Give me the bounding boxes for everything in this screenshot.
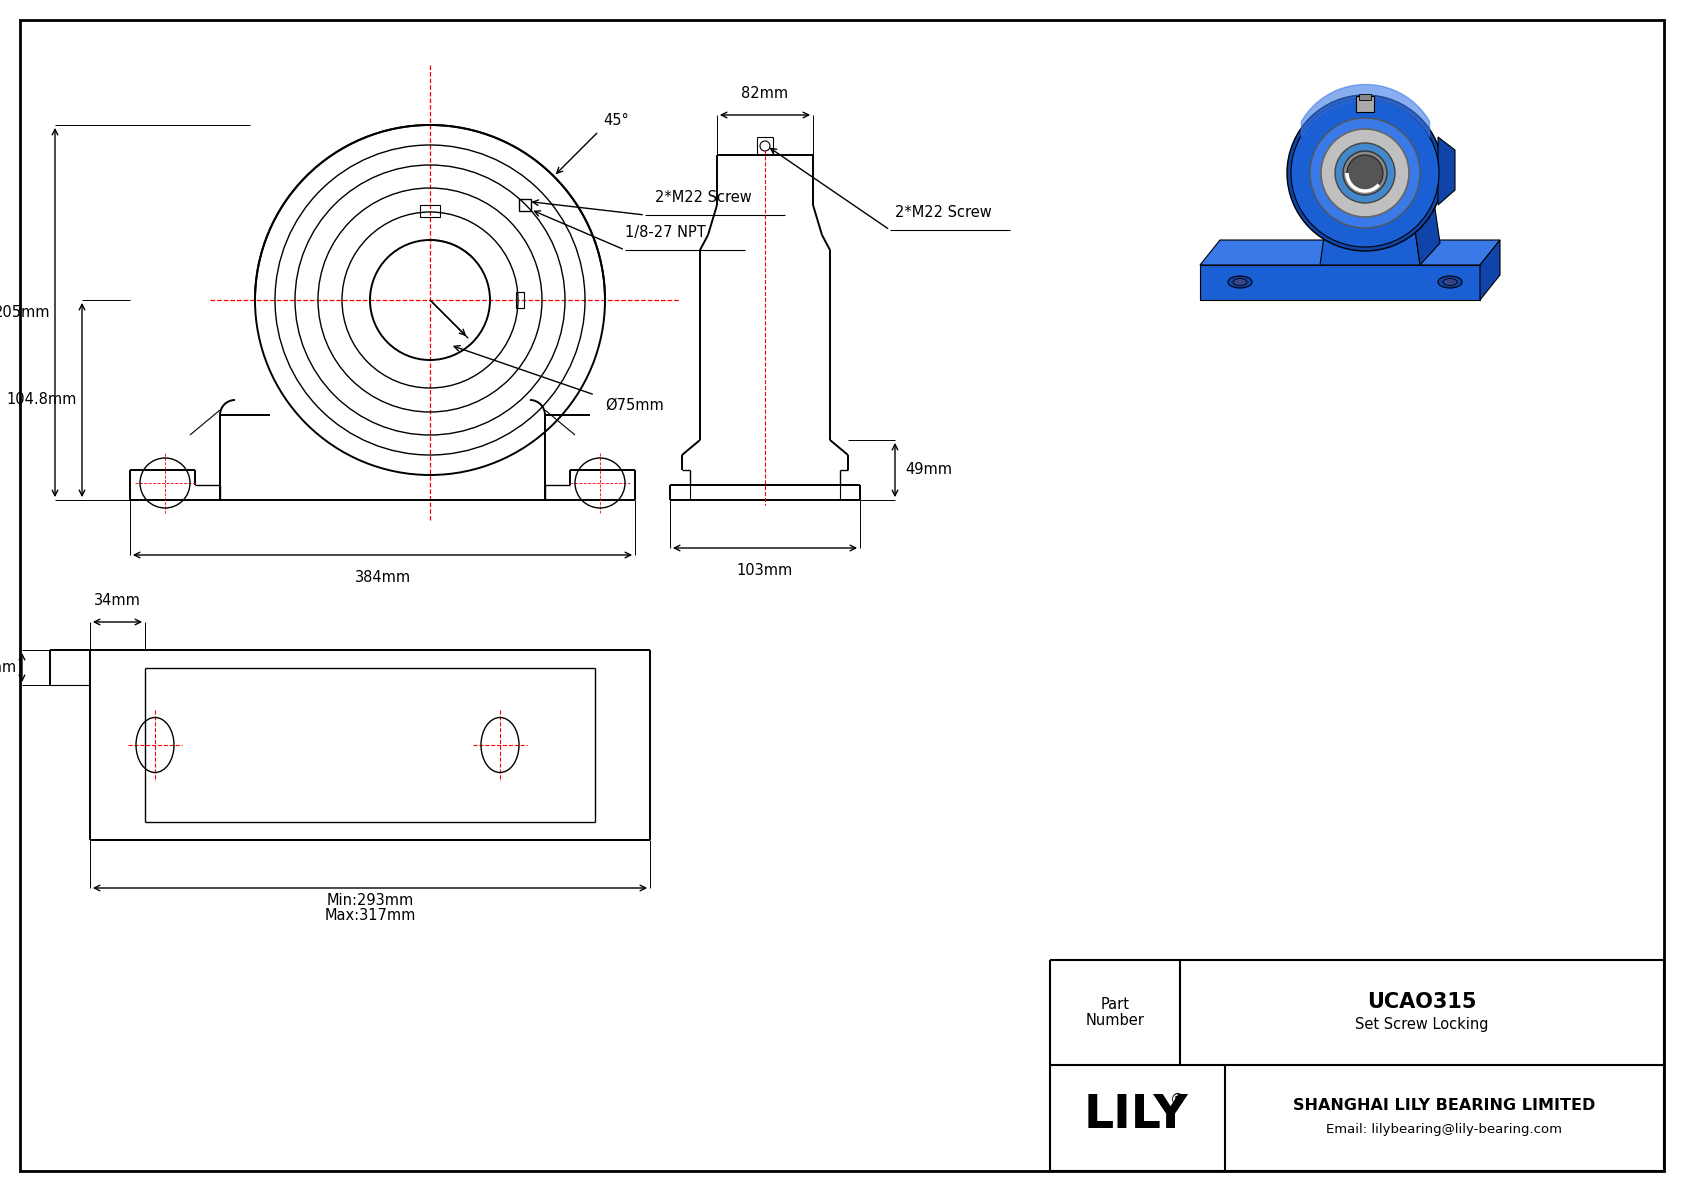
Text: LILY: LILY xyxy=(1083,1093,1187,1139)
Bar xyxy=(1356,96,1374,112)
Bar xyxy=(519,199,532,211)
Text: 205mm: 205mm xyxy=(0,305,51,320)
Text: Email: lilybearing@lily-bearing.com: Email: lilybearing@lily-bearing.com xyxy=(1327,1122,1563,1135)
Text: 1/8-27 NPT: 1/8-27 NPT xyxy=(625,225,706,241)
Polygon shape xyxy=(1201,241,1500,266)
Circle shape xyxy=(1287,95,1443,251)
Bar xyxy=(419,205,440,217)
Text: 2*M22 Screw: 2*M22 Screw xyxy=(655,191,751,205)
Text: 49mm: 49mm xyxy=(904,462,951,478)
Text: Max:317mm: Max:317mm xyxy=(325,908,416,923)
Text: Number: Number xyxy=(1086,1014,1145,1028)
Polygon shape xyxy=(1408,160,1440,266)
Ellipse shape xyxy=(1443,279,1457,286)
Bar xyxy=(515,292,524,308)
Polygon shape xyxy=(1320,180,1420,266)
Circle shape xyxy=(1335,143,1394,202)
Polygon shape xyxy=(1201,266,1480,300)
Text: Part: Part xyxy=(1101,997,1130,1012)
Ellipse shape xyxy=(1228,276,1251,288)
Text: ®: ® xyxy=(1170,1092,1186,1108)
Text: 103mm: 103mm xyxy=(738,563,793,578)
Text: 26mm: 26mm xyxy=(0,660,17,675)
Bar xyxy=(1359,94,1371,100)
Text: 45°: 45° xyxy=(605,113,630,129)
Ellipse shape xyxy=(1438,276,1462,288)
Ellipse shape xyxy=(1233,279,1246,286)
Circle shape xyxy=(1347,155,1383,191)
Text: UCAO315: UCAO315 xyxy=(1367,992,1477,1012)
Text: SHANGHAI LILY BEARING LIMITED: SHANGHAI LILY BEARING LIMITED xyxy=(1293,1097,1596,1112)
Text: 2*M22 Screw: 2*M22 Screw xyxy=(894,205,992,220)
Polygon shape xyxy=(1480,241,1500,300)
Polygon shape xyxy=(1438,137,1455,205)
Circle shape xyxy=(1292,99,1440,247)
Circle shape xyxy=(1344,151,1388,195)
Text: 82mm: 82mm xyxy=(741,86,788,101)
Text: 384mm: 384mm xyxy=(354,570,411,585)
Text: 34mm: 34mm xyxy=(94,593,141,607)
Text: Ø75mm: Ø75mm xyxy=(605,398,663,412)
Text: Min:293mm: Min:293mm xyxy=(327,893,414,908)
Text: 104.8mm: 104.8mm xyxy=(7,393,77,407)
Text: Set Screw Locking: Set Screw Locking xyxy=(1356,1017,1489,1031)
Circle shape xyxy=(1320,129,1410,217)
Circle shape xyxy=(1310,118,1420,227)
Polygon shape xyxy=(1332,160,1428,180)
